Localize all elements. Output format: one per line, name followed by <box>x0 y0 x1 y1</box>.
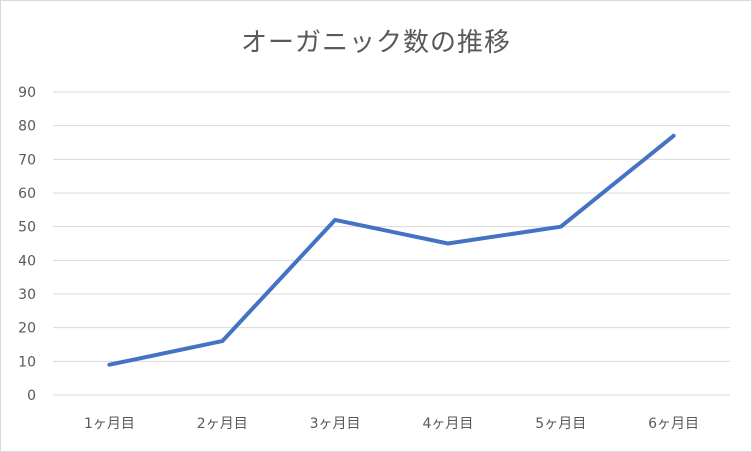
y-tick-label: 40 <box>18 253 36 269</box>
x-tick-label: 6ヶ月目 <box>648 416 699 432</box>
x-tick-label: 2ヶ月目 <box>197 416 248 432</box>
x-tick-label: 3ヶ月目 <box>310 416 361 432</box>
y-tick-label: 30 <box>18 287 36 303</box>
y-tick-label: 20 <box>18 321 36 337</box>
y-tick-label: 90 <box>18 85 36 101</box>
series-line <box>107 133 676 367</box>
chart-title: オーガニック数の推移 <box>240 28 511 58</box>
gridlines <box>53 91 730 396</box>
y-tick-label: 0 <box>27 388 36 404</box>
y-tick-label: 60 <box>18 186 36 202</box>
x-axis-tick-labels: 1ヶ月目 2ヶ月目 3ヶ月目 4ヶ月目 5ヶ月目 6ヶ月目 <box>84 416 699 432</box>
y-tick-label: 80 <box>18 119 36 135</box>
y-axis-tick-labels: 0 10 20 30 40 50 60 70 80 90 <box>18 85 36 404</box>
y-tick-label: 50 <box>18 220 36 236</box>
x-tick-label: 4ヶ月目 <box>422 416 473 432</box>
x-tick-label: 1ヶ月目 <box>84 416 135 432</box>
x-tick-label: 5ヶ月目 <box>535 416 586 432</box>
y-tick-label: 10 <box>18 354 36 370</box>
y-tick-label: 70 <box>18 152 36 168</box>
series-layer <box>107 133 676 367</box>
